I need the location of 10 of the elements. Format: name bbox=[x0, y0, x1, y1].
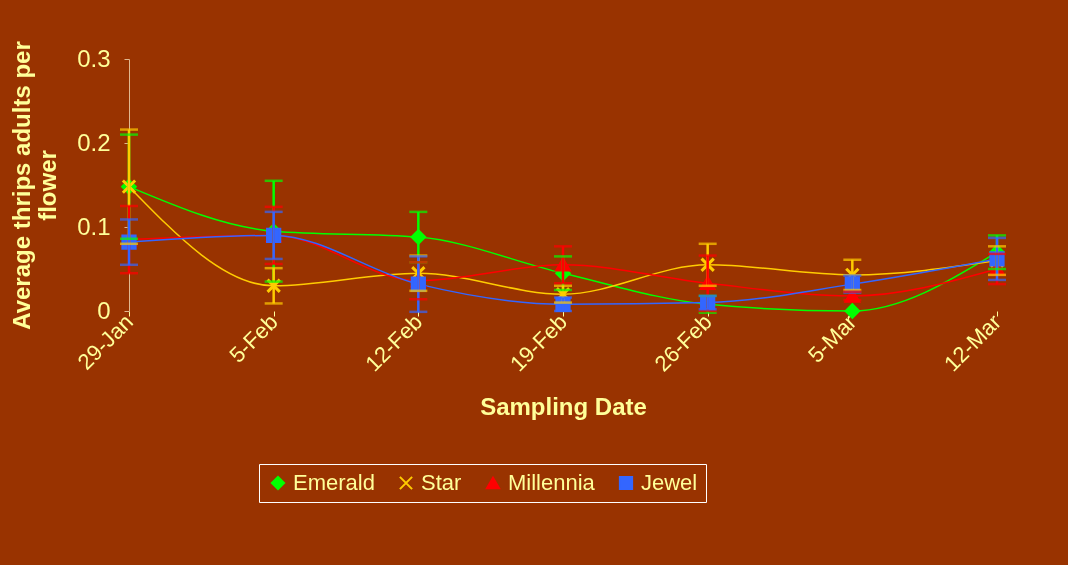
legend-label: Star bbox=[421, 470, 462, 495]
legend-label: Millennia bbox=[508, 470, 596, 495]
legend-label: Emerald bbox=[293, 470, 375, 495]
legend-label: Jewel bbox=[641, 470, 698, 495]
x-axis-title: Sampling Date bbox=[480, 392, 647, 420]
y-tick-label: 0.1 bbox=[77, 212, 111, 240]
y-axis-title: Average thrips adults per flower bbox=[8, 41, 62, 330]
y-tick-label: 0 bbox=[97, 296, 111, 324]
y-tick-label: 0.2 bbox=[77, 128, 111, 156]
y-tick-label: 0.3 bbox=[77, 44, 111, 72]
